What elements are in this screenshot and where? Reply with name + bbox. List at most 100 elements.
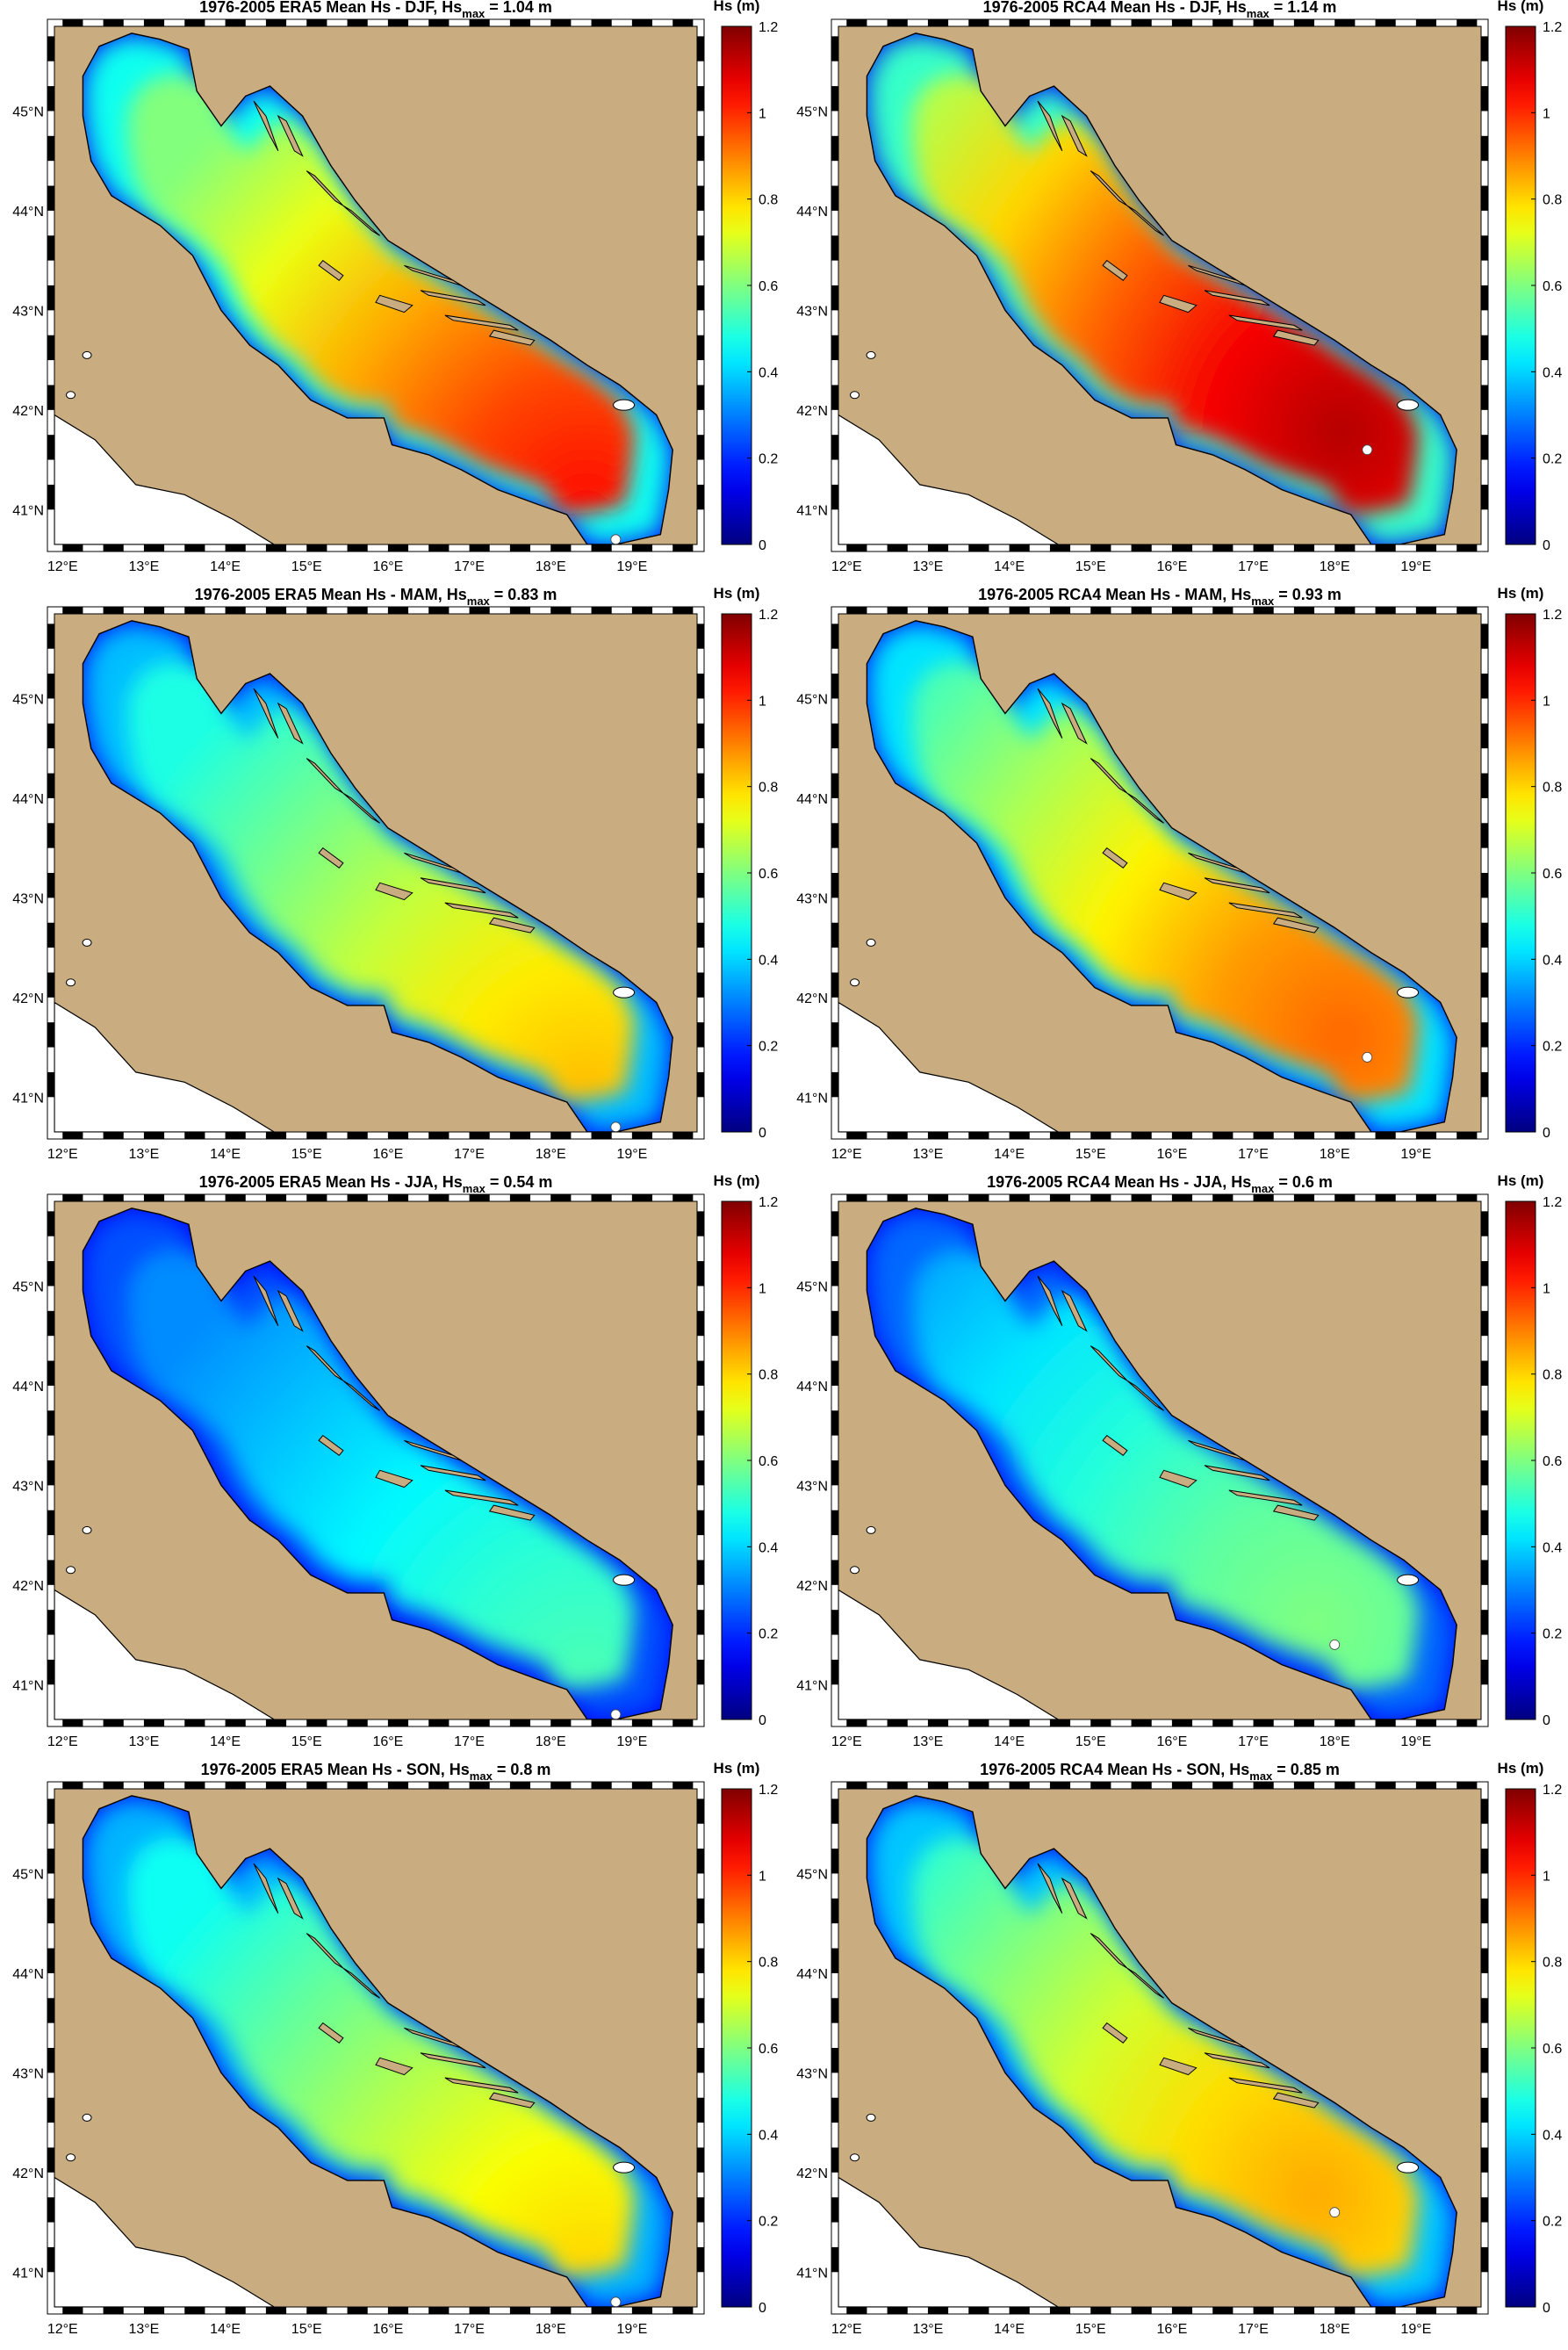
coastline [82,1795,673,2307]
colorbar-tick-label: 0.6 [1543,279,1562,294]
outside-domain-area [838,2176,1060,2307]
island [404,852,462,874]
colorbar-tick-label: 1 [759,1869,766,1884]
lon-tick-label: 15°E [1075,1734,1106,1749]
hs-max-marker [610,2296,622,2308]
island [342,205,380,236]
coastline [866,1795,1457,2307]
lake [1397,1574,1420,1586]
island [1204,290,1270,306]
colorbar-tick-label: 0.2 [759,452,778,467]
colorbar-tick-label: 0.4 [759,2128,778,2143]
island [1188,2027,1246,2049]
map-svg: 12°E 13°E 14°E 15°E 16°E 17°E 18°E 19°E 41°N 42°N… [796,585,1562,1162]
lat-tick-label: 45°N [12,1280,44,1294]
island [1188,852,1246,874]
island [1102,2022,1128,2044]
lat-tick-label: 42°N [12,2166,44,2181]
lon-tick-label: 19°E [1400,559,1431,574]
island [444,314,519,331]
hs-max-marker [1362,1052,1373,1063]
island [277,1877,304,1920]
lat-tick-label: 41°N [12,1678,44,1693]
lon-tick-label: 14°E [210,559,241,574]
lat-tick-label: 44°N [796,792,828,807]
lon-tick-label: 14°E [994,2322,1025,2337]
map-frame [831,1193,1489,1727]
lat-tick-label: 42°N [796,1579,828,1594]
colorbar-tick-label: 0.8 [759,1956,778,1971]
colorbar-tick-label: 1 [1543,1869,1550,1884]
lon-tick-label: 16°E [372,1147,403,1162]
island [1159,1469,1198,1489]
colorbar-tick-label: 1.2 [1543,1195,1562,1210]
colorbar-tick-label: 1.2 [1543,608,1562,623]
colorbar: 0 0.2 0.4 0.6 0.8 1 1.2 Hs (m) [1498,1760,1563,2316]
island [1126,1967,1164,1999]
lon-tick-label: 13°E [912,559,943,574]
colorbar-tick-label: 0.8 [759,193,778,208]
island [1228,314,1303,331]
lon-tick-label: 19°E [616,1734,647,1749]
island [444,902,519,919]
lon-tick-label: 19°E [1400,2322,1431,2337]
colorbar-tick-label: 0 [1543,1713,1550,1728]
lon-tick-label: 18°E [1320,559,1350,574]
map-frame [831,1781,1489,2315]
lat-tick-label: 43°N [796,2066,828,2081]
colorbar-tick-label: 0.8 [1543,1956,1562,1971]
map-svg: 12°E 13°E 14°E 15°E 16°E 17°E 18°E 19°E 41°N 42°N… [12,1760,778,2337]
lat-tick-label: 45°N [796,692,828,707]
island [1126,205,1164,236]
island [342,792,380,824]
lon-tick-label: 16°E [1156,1147,1187,1162]
lon-tick-label: 15°E [1075,2322,1106,2337]
lon-tick-label: 14°E [994,559,1025,574]
island [1188,1439,1246,1461]
lake [66,2153,76,2162]
lat-tick-label: 41°N [796,1678,828,1693]
panel-title: 1976-2005 ERA5 Mean Hs - SON, Hsmax = 0.… [201,1761,551,1783]
colorbar-tick-label: 0.6 [759,1454,778,1469]
lat-tick-label: 42°N [12,1579,44,1594]
colorbar-unit-label: Hs (m) [1498,1760,1544,1777]
lat-tick-label: 43°N [12,304,44,319]
island [1204,877,1270,894]
island [1102,847,1128,869]
colorbar-tick-label: 0.4 [759,1540,778,1555]
colorbar-tick-label: 0.4 [1543,1540,1562,1555]
island [1159,882,1198,901]
panel-title: 1976-2005 RCA4 Mean Hs - MAM, Hsmax = 0.… [978,586,1341,608]
island [404,264,462,286]
lake [866,1525,876,1534]
lake [850,391,860,400]
lake [1397,399,1420,411]
colorbar-tick-label: 0.2 [759,1627,778,1642]
island [253,688,279,739]
lake [850,2153,860,2162]
map-panel-era5-mam: 12°E 13°E 14°E 15°E 16°E 17°E 18°E 19°E 41°N 42°N… [0,585,784,1175]
lon-tick-label: 17°E [454,1734,485,1749]
lon-tick-label: 13°E [128,1734,159,1749]
lat-tick-label: 45°N [12,1867,44,1882]
colorbar-tick-label: 0.8 [1543,193,1562,208]
lon-tick-label: 12°E [47,559,78,574]
island [277,1289,304,1332]
colorbar: 0 0.2 0.4 0.6 0.8 1 1.2 Hs (m) [714,0,779,553]
island [375,1469,414,1489]
lake [1397,986,1420,998]
island [318,847,344,869]
island [1126,792,1164,824]
lon-tick-label: 19°E [616,1147,647,1162]
hs-max-marker [610,1121,622,1133]
map-panel-rca4-son: 12°E 13°E 14°E 15°E 16°E 17°E 18°E 19°E 41°N 42°N… [784,1760,1568,2350]
lon-tick-label: 13°E [128,559,159,574]
coastline [82,1207,673,1719]
lon-tick-label: 15°E [291,559,322,574]
lon-tick-label: 15°E [1075,1147,1106,1162]
outside-domain-area [54,1001,276,1132]
colorbar-tick-label: 0.4 [1543,365,1562,380]
hs-max-marker [1329,2207,1341,2218]
lake [850,1566,860,1575]
lake [82,1525,92,1534]
